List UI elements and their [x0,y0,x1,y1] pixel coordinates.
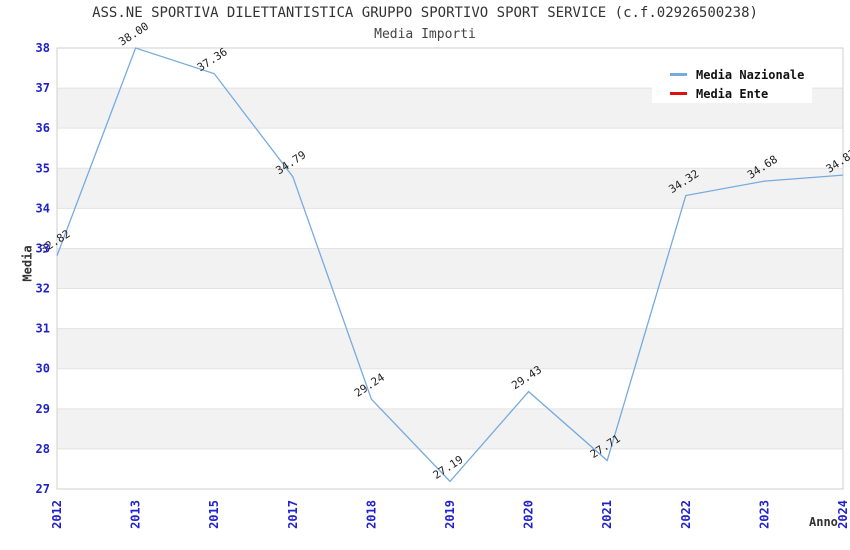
x-tick-label: 2020 [522,500,536,529]
x-tick-label: 2012 [50,500,64,529]
legend-label-media-ente: Media Ente [696,86,769,101]
legend: Media Nazionale Media Ente [652,57,812,103]
x-tick-label: 2018 [364,500,378,529]
y-tick-label: 28 [36,442,50,456]
plot-band [57,248,843,289]
y-tick-label: 34 [36,201,50,215]
data-point-label: 34.83 [824,147,850,176]
x-tick-label: 2024 [836,500,850,529]
legend-item-media-nazionale: Media Nazionale [652,65,812,84]
y-tick-label: 35 [36,161,50,175]
y-tick-label: 37 [36,81,50,95]
x-tick-label: 2021 [600,500,614,529]
y-tick-label: 38 [36,41,50,55]
y-tick-label: 36 [36,121,50,135]
x-axis-title: Anno [809,515,838,529]
x-tick-label: 2013 [129,500,143,529]
legend-label-media-nazionale: Media Nazionale [696,67,805,82]
plot-band [57,408,843,449]
chart-title: ASS.NE SPORTIVA DILETTANTISTICA GRUPPO S… [92,5,758,21]
y-tick-label: 32 [36,282,50,296]
plot-band [57,328,843,369]
legend-line-swatch-blue [670,73,687,76]
y-tick-label: 30 [36,362,50,376]
plot-band [57,168,843,209]
x-tick-label: 2022 [679,500,693,529]
plot-border [56,47,844,490]
x-tick-label: 2015 [207,500,221,529]
y-axis-title: Media [20,245,35,282]
x-tick-label: 2017 [286,500,300,529]
y-tick-label: 29 [36,402,50,416]
data-point-label: 38.00 [116,20,151,49]
y-tick-label: 33 [36,241,50,255]
series-line-media-nazionale [56,47,844,483]
y-tick-label: 27 [36,482,50,496]
data-point-label: 27.19 [431,453,466,482]
x-tick-label: 2019 [443,500,457,529]
legend-line-swatch-red [670,92,687,95]
legend-item-media-ente: Media Ente [652,84,812,103]
x-tick-label: 2023 [757,500,771,529]
data-point-label: 37.36 [195,45,230,74]
y-tick-label: 31 [36,322,50,336]
chart-subtitle: Media Importi [374,27,476,42]
